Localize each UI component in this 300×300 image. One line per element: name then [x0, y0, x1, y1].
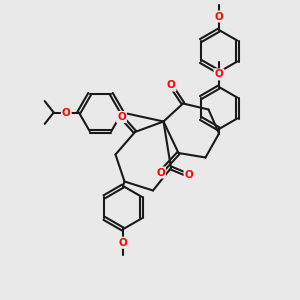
Text: O: O	[214, 11, 224, 22]
Text: O: O	[156, 167, 165, 178]
Text: O: O	[117, 112, 126, 122]
Text: O: O	[62, 107, 71, 118]
Text: O: O	[184, 170, 194, 181]
Text: O: O	[214, 69, 224, 80]
Text: O: O	[167, 80, 176, 91]
Text: O: O	[118, 238, 127, 248]
